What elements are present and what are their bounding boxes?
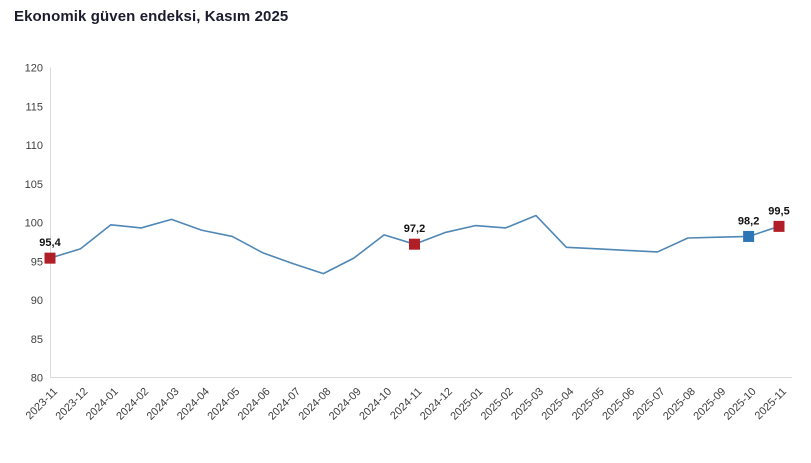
x-axis-tick-label: 2025-08 [661, 386, 698, 423]
chart-title: Ekonomik güven endeksi, Kasım 2025 [14, 8, 289, 25]
x-axis-tick-label: 2024-03 [145, 386, 182, 423]
highlight-marker [409, 238, 420, 250]
x-axis-tick-label: 2025-02 [479, 386, 516, 423]
x-axis-tick-label: 2025-07 [631, 386, 668, 423]
x-axis-tick-label: 2025-01 [448, 386, 485, 423]
x-axis-tick-label: 2024-05 [205, 386, 242, 423]
y-axis-tick-label: 115 [25, 101, 43, 113]
x-axis-tick-label: 2024-10 [357, 386, 394, 423]
y-axis-tick-label: 100 [25, 218, 43, 230]
x-axis-tick-label: 2024-01 [84, 386, 121, 423]
y-axis-tick-label: 110 [25, 140, 43, 152]
data-label: 95,4 [39, 237, 61, 249]
x-axis-tick-label: 2025-05 [570, 386, 607, 423]
data-label: 99,5 [768, 205, 789, 217]
y-axis-tick-label: 80 [31, 373, 43, 385]
highlight-marker [743, 230, 755, 242]
x-axis-tick-label: 2024-12 [418, 386, 455, 423]
x-axis-tick-label: 2025-10 [722, 386, 759, 423]
x-axis-tick-label: 2024-07 [266, 386, 303, 423]
x-axis-tick-label: 2025-04 [539, 386, 576, 423]
x-axis-tick-label: 2025-06 [600, 386, 637, 423]
data-label: 98,2 [738, 215, 759, 227]
x-axis-tick-label: 2024-06 [236, 386, 273, 423]
x-axis-tick-label: 2024-04 [175, 386, 212, 423]
y-axis-tick-label: 85 [31, 334, 43, 346]
x-axis-tick-label: 2024-09 [327, 386, 364, 423]
y-axis-tick-label: 90 [31, 295, 43, 307]
y-axis-tick-label: 120 [25, 63, 43, 75]
x-axis-tick-label: 2025-11 [753, 386, 789, 422]
x-axis-tick-label: 2024-02 [114, 386, 151, 423]
x-axis-tick-label: 2023-12 [53, 386, 90, 423]
y-axis-tick-label: 95 [31, 256, 43, 268]
highlight-marker [44, 252, 56, 264]
y-axis-tick-label: 105 [25, 179, 43, 191]
highlight-marker [773, 220, 785, 232]
x-axis-tick-label: 2024-08 [296, 386, 333, 423]
x-axis-tick-label: 2025-03 [509, 386, 546, 423]
data-label: 97,2 [404, 223, 425, 235]
x-axis-tick-label: 2025-09 [691, 386, 728, 423]
